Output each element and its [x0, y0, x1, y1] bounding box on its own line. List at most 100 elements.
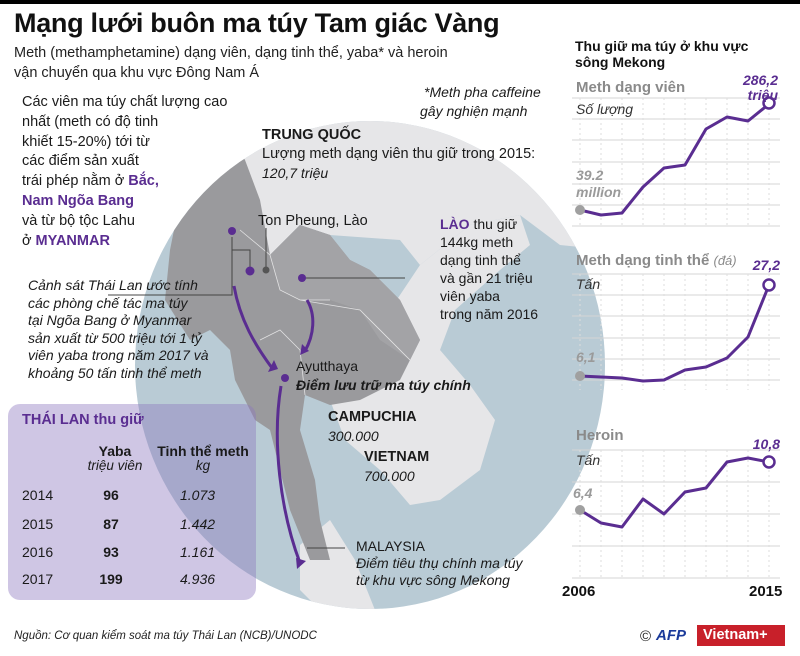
chart2-end-value: 27,2	[752, 257, 780, 273]
source-note: Nguồn: Cơ quan kiểm soát ma túy Thái Lan…	[14, 630, 317, 642]
country-name: VIETNAM	[364, 449, 430, 465]
footnote-line: gây nghiện mạnh	[420, 103, 528, 119]
chart1-title: Meth dạng viên	[576, 79, 686, 96]
vietnam-label: VIETNAM 700.000	[364, 448, 429, 486]
row-year: 2014	[22, 487, 54, 503]
thailand-seizure-panel	[8, 404, 256, 600]
page-title: Mạng lưới buôn ma túy Tam giác Vàng	[14, 8, 500, 38]
chart3-end-value: 10,8	[752, 436, 780, 452]
myanmar-note: Các viên ma túy chất lượng cao nhất (met…	[22, 93, 227, 251]
chart2-start-value: 6,1	[576, 349, 596, 365]
chart3-unit: Tấn	[576, 452, 601, 468]
side-charts-title: Thu giữ ma túy ở khu vực sông Mekong	[575, 38, 748, 70]
afp-logo: AFP	[656, 627, 686, 644]
row-meth: 1.161	[180, 544, 216, 560]
chart3-title: Heroin	[576, 427, 624, 444]
note-line: tại Ngõa Bang ở Myanmar	[28, 312, 192, 328]
country-value: 300.000	[328, 428, 379, 444]
chart2-unit: Tấn	[576, 276, 601, 292]
row-year: 2017	[22, 571, 54, 587]
top-rule	[0, 0, 800, 4]
title-line: sông Mekong	[575, 54, 666, 70]
cambodia-label: CAMPUCHIA 300.000	[328, 408, 417, 446]
chart3-start-value: 6,4	[573, 485, 593, 501]
thailand-table-title: THÁI LAN thu giữ	[22, 412, 144, 428]
subtitle-line: Meth (methamphetamine) dạng viên, dạng t…	[14, 45, 448, 61]
chart1-unit: Số lượng	[576, 101, 634, 117]
city-name: Ayutthaya	[296, 358, 359, 374]
note-text: ở	[22, 232, 36, 249]
malaysia-label: MALAYSIA Điểm tiêu thụ chính ma túy từ k…	[356, 538, 523, 589]
thai-police-note: Cảnh sát Thái Lan ước tính các phòng chế…	[28, 277, 209, 382]
country-highlight: MYANMAR	[35, 232, 110, 249]
chart-title-note: (đá)	[713, 253, 737, 268]
note-line: Cảnh sát Thái Lan ước tính	[28, 277, 198, 293]
chart1-end-value: 286,2 triệu	[730, 73, 778, 103]
note-line: nhất (meth có độ tinh	[22, 113, 159, 130]
note-line: khoảng 50 tấn tinh thể meth	[28, 364, 202, 381]
city-desc: Điểm lưu trữ ma túy chính	[296, 377, 471, 393]
value-line: 286,2	[742, 72, 778, 88]
value-line: triệu	[747, 87, 778, 103]
col-unit-meth: kg	[195, 458, 211, 473]
col-unit-yaba: triệu viên	[87, 458, 143, 473]
col-header-yaba: Yaba	[98, 443, 132, 459]
country-value: 700.000	[364, 468, 415, 484]
row-meth: 4.936	[180, 571, 216, 587]
copyright-icon: ©	[640, 628, 652, 645]
country-name: TRUNG QUỐC	[262, 127, 362, 143]
ton-pheung-label: Ton Pheung, Lào	[258, 213, 368, 229]
year-start-label: 2006	[562, 583, 596, 600]
chart2-title: Meth dạng tinh thể (đá)	[576, 252, 737, 269]
subtitle-line: vận chuyển qua khu vực Đông Nam Á	[14, 65, 260, 81]
value-line: 39.2	[576, 167, 604, 183]
footnote: *Meth pha caffeine gây nghiện mạnh	[420, 83, 541, 121]
row-yaba: 87	[103, 516, 119, 532]
laos-line: dạng tinh thể	[440, 252, 521, 268]
note-line: trái phép nằm ở Bắc,	[22, 172, 227, 192]
vietnamplus-logo: Vietnam+	[697, 625, 785, 646]
country-name: LÀO	[440, 216, 470, 232]
chart1-grid	[572, 97, 780, 227]
row-meth: 1.073	[180, 487, 216, 503]
footnote-line: *Meth pha caffeine	[424, 84, 541, 100]
note-line: các điểm sản xuất	[22, 153, 139, 170]
china-label: TRUNG QUỐC Lượng meth dạng viên thu giữ …	[262, 126, 535, 183]
region-highlight: Bắc,	[128, 173, 159, 190]
chart-title-text: Meth dạng tinh thể	[576, 252, 710, 269]
row-yaba: 199	[99, 571, 123, 587]
row-yaba: 96	[103, 487, 119, 503]
country-name: CAMPUCHIA	[328, 409, 417, 425]
region-highlight: Nam Ngõa Bang	[22, 192, 134, 209]
row-year: 2015	[22, 516, 54, 532]
row-meth: 1.442	[180, 516, 216, 532]
country-desc: Điểm tiêu thụ chính ma túy	[356, 555, 523, 571]
laos-line: LÀO thu giữ	[440, 215, 538, 233]
laos-line: và gần 21 triệu	[440, 270, 533, 286]
note-line: ở MYANMAR	[22, 232, 227, 252]
laos-line: viên yaba	[440, 288, 500, 304]
chart2-line	[579, 284, 771, 383]
chart1-start-value: 39.2 million	[576, 167, 621, 201]
note-line: sản xuất từ 500 triệu tới 1 tỷ	[28, 329, 202, 346]
note-line: Các viên ma túy chất lượng cao	[22, 94, 228, 110]
chart1-line	[579, 102, 770, 217]
country-name: MALAYSIA	[356, 538, 425, 554]
ayutthaya-label: Ayutthaya Điểm lưu trữ ma túy chính	[296, 357, 471, 395]
country-desc: từ khu vực sông Mekong	[356, 572, 510, 588]
row-year: 2016	[22, 544, 54, 560]
note-line: và từ bộ tộc Lahu	[22, 212, 135, 229]
laos-line: 144kg meth	[440, 234, 514, 250]
year-end-label: 2015	[749, 583, 783, 600]
note-line: các phòng chế tác ma túy	[28, 294, 188, 311]
page-subtitle: Meth (methamphetamine) dạng viên, dạng t…	[14, 43, 554, 83]
country-desc: Lượng meth dạng viên thu giữ trong 2015:	[262, 146, 536, 162]
note-line: khiết 15-20%) tới từ	[22, 133, 151, 150]
chart3-line	[579, 456, 770, 529]
note-line: viên yaba trong năm 2017 và	[28, 347, 209, 363]
row-yaba: 93	[103, 544, 119, 560]
col-header-meth: Tinh thể meth	[157, 443, 249, 459]
value-line: million	[576, 184, 622, 200]
